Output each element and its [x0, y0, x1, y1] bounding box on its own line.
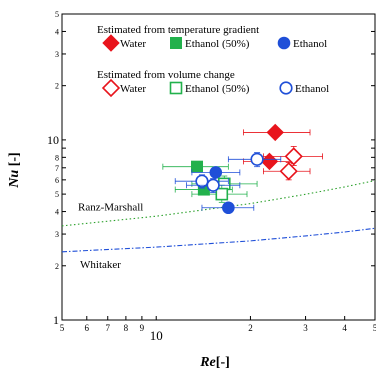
legend: Estimated from temperature gradient Water…: [97, 24, 329, 98]
temp-ethanol-50--point: [191, 160, 204, 173]
legend-label: Ethanol: [295, 83, 329, 95]
plot-border: [61, 13, 376, 321]
y-tick-label: 4: [55, 27, 59, 36]
ranz-marshall-label: Ranz-Marshall: [78, 202, 143, 214]
x-tick-label: 3: [303, 323, 308, 333]
x-tick-label: 2: [248, 323, 253, 333]
x-tick-label: 5: [60, 323, 65, 333]
legend-title-temperature: Estimated from temperature gradient: [97, 24, 259, 36]
legend-marker-temp-ethanol-50-: [170, 37, 182, 49]
x-tick-label: 6: [85, 323, 90, 333]
vol-ethanol-point: [195, 174, 209, 188]
vol-ethanol-point: [250, 152, 264, 166]
y-tick-label: 4: [55, 208, 59, 217]
y-tick-label: 8: [55, 153, 59, 162]
legend-label: Ethanol: [293, 38, 327, 50]
vol-ethanol-50--point: [215, 187, 229, 201]
x-tick-label: 7: [105, 323, 110, 333]
legend-marker-vol-ethanol: [279, 81, 293, 95]
axis-labels: Re[-] Nu [-]: [7, 152, 230, 370]
y-axis-label: Nu [-]: [7, 152, 22, 188]
data-points: [162, 123, 323, 215]
y-tick-label: 3: [55, 50, 59, 59]
legend-marker-temp-ethanol: [277, 36, 291, 50]
x-tick-label: 8: [124, 323, 129, 333]
x-tick-label: 9: [140, 323, 145, 333]
y-tick-label: 3: [55, 230, 59, 239]
correlation-curves: Ranz-Marshall Whitaker: [61, 180, 376, 271]
legend-marker-temp-water: [102, 34, 120, 52]
y-tick-label: 2: [55, 82, 59, 91]
legend-label: Ethanol (50%): [185, 38, 250, 50]
vol-ethanol-point: [206, 178, 220, 192]
y-tick-label: 7: [55, 164, 59, 173]
temp-ethanol-point: [222, 201, 235, 215]
temp-ethanol-point: [209, 166, 223, 179]
temp-water-point: [266, 123, 284, 142]
x-axis-label: Re[-]: [199, 355, 230, 370]
x-tick-label: 10: [150, 328, 163, 343]
legend-marker-vol-ethanol-50-: [169, 81, 183, 95]
y-tick-label: 5: [55, 190, 59, 199]
legend-label: Water: [120, 38, 146, 50]
y-tick-label: 10: [47, 133, 59, 147]
plot-frame: [61, 13, 376, 321]
whitaker-curve: [61, 227, 376, 253]
x-tick-label: 4: [342, 323, 347, 333]
y-tick-label: 6: [55, 176, 59, 185]
temp-water-point: [260, 152, 279, 171]
y-tick-label: 1: [53, 313, 59, 327]
legend-title-volume: Estimated from volume change: [97, 69, 235, 81]
legend-label: Ethanol (50%): [185, 83, 250, 95]
y-tick-label: 2: [55, 262, 59, 271]
legend-label: Water: [120, 83, 146, 95]
legend-marker-vol-water: [101, 78, 121, 98]
vol-water-point: [279, 162, 298, 181]
vol-water-point: [284, 147, 303, 166]
whitaker-label: Whitaker: [80, 259, 121, 271]
y-tick-label: 5: [55, 10, 59, 19]
x-tick-label: 5: [373, 323, 376, 333]
